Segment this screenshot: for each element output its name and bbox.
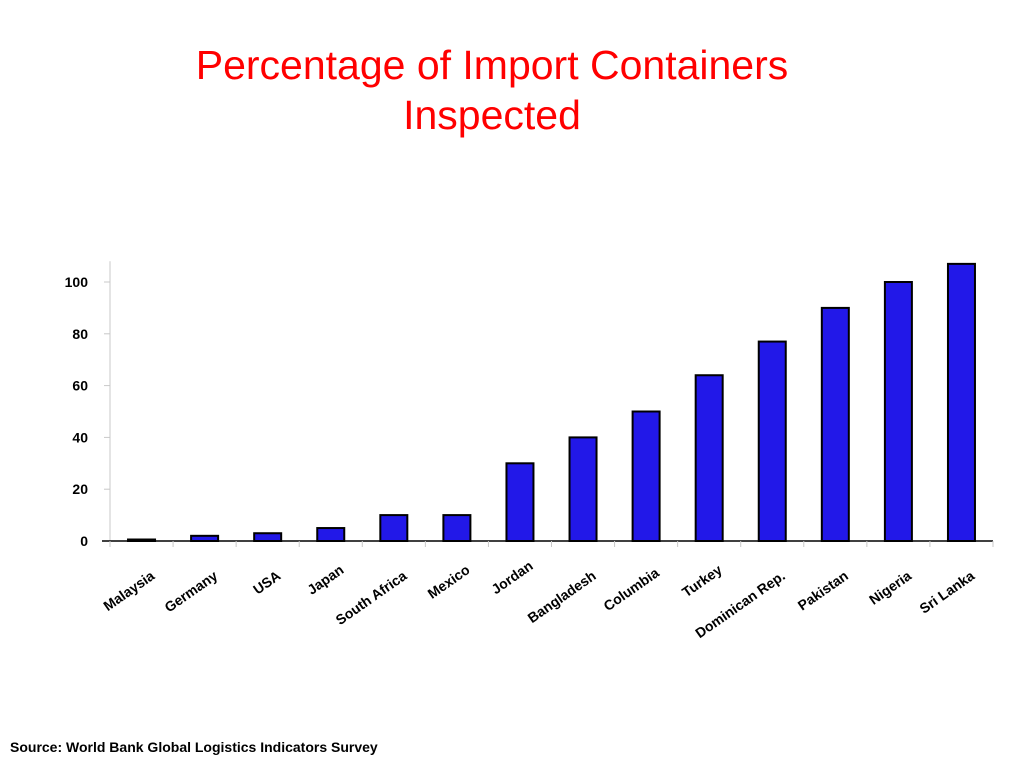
bar [442, 514, 472, 542]
bar [694, 374, 724, 542]
y-tick-label: 0 [80, 533, 88, 549]
x-tick-label: Japan [304, 561, 346, 597]
x-tick-label: Columbia [600, 564, 662, 614]
x-tick-label: Sri Lanka [916, 567, 977, 616]
bar [820, 306, 850, 542]
bar [379, 514, 409, 542]
chart-title-line-1: Percentage of Import Containers [195, 42, 789, 88]
bar [253, 532, 283, 542]
y-tick-label: 100 [65, 274, 89, 290]
y-tick-label: 80 [72, 326, 88, 342]
bar [946, 262, 976, 542]
bar [757, 340, 787, 542]
y-tick-label: 60 [72, 378, 88, 394]
bar [568, 436, 598, 542]
x-tick-label: South Africa [333, 567, 410, 628]
bar [316, 527, 346, 542]
bar [631, 410, 661, 542]
y-tick-label: 40 [72, 429, 88, 445]
x-tick-label: Turkey [679, 561, 725, 600]
x-tick-label: USA [250, 567, 283, 597]
x-tick-label: Bangladesh [525, 567, 599, 626]
x-tick-label: Mexico [425, 561, 473, 601]
bar [883, 281, 913, 542]
source-note: Source: World Bank Global Logistics Indi… [10, 739, 378, 755]
x-tick-label: Jordan [488, 557, 535, 597]
y-tick-label: 20 [72, 481, 88, 497]
bar [505, 462, 535, 542]
bar [190, 534, 220, 543]
x-tick-label: Germany [161, 567, 220, 615]
x-tick-label: Malaysia [100, 567, 157, 614]
chart-title-line-2: Inspected [403, 92, 581, 138]
chart-title: Percentage of Import Containers Inspecte… [0, 40, 984, 140]
x-tick-label: Nigeria [866, 567, 914, 607]
x-tick-label: Pakistan [795, 567, 851, 613]
